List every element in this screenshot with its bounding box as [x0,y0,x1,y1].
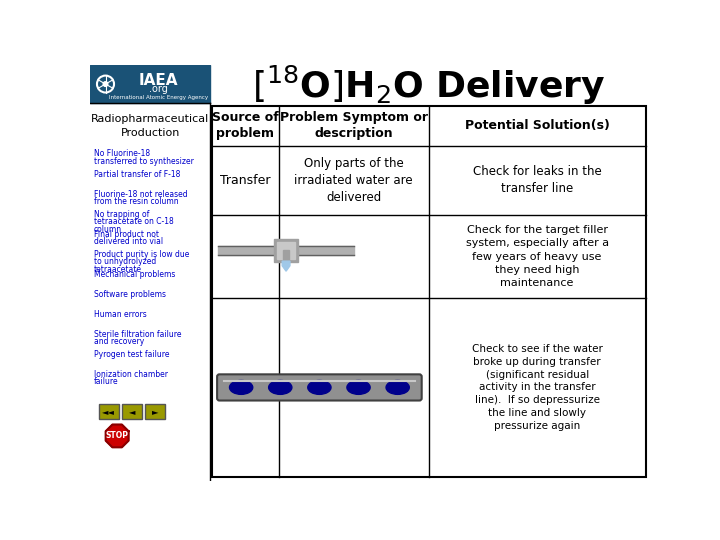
Bar [90,65,210,481]
Text: Fluorine-18 not released: Fluorine-18 not released [94,190,187,199]
Polygon shape [106,424,129,447]
Bar [276,242,295,259]
Text: Mechanical problems: Mechanical problems [94,269,175,279]
Bar [212,106,646,477]
Text: Check to see if the water
broke up during transfer
(significant residual
activit: Check to see if the water broke up durin… [472,344,603,431]
Text: ◄◄: ◄◄ [102,407,115,416]
Text: column: column [94,225,122,234]
FancyBboxPatch shape [217,374,422,401]
Polygon shape [282,261,290,271]
Text: Human errors: Human errors [94,309,147,319]
FancyBboxPatch shape [122,403,142,419]
Text: transferred to synthesizer: transferred to synthesizer [94,157,194,166]
Text: ►: ► [152,407,158,416]
Text: STOP: STOP [106,431,129,441]
Text: Final product not: Final product not [94,230,159,239]
Text: $[^{18}$O$]$H$_2$O Delivery: $[^{18}$O$]$H$_2$O Delivery [252,64,606,107]
Circle shape [103,82,108,86]
Text: tetraacetate on C-18: tetraacetate on C-18 [94,217,174,226]
Text: Sterile filtration failure: Sterile filtration failure [94,330,181,339]
Text: Software problems: Software problems [94,289,166,299]
Text: tetraacetate: tetraacetate [94,265,142,274]
Text: Pyrogen test failure: Pyrogen test failure [94,350,169,359]
Text: Check for leaks in the
transfer line: Check for leaks in the transfer line [473,165,601,195]
Ellipse shape [307,381,331,394]
Text: Ionization chamber: Ionization chamber [94,370,168,379]
Ellipse shape [269,381,292,394]
Text: Only parts of the
irradiated water are
delivered: Only parts of the irradiated water are d… [294,157,413,204]
Text: No trapping of: No trapping of [94,210,149,219]
Text: International Atomic Energy Agency: International Atomic Energy Agency [109,94,208,100]
Bar [218,246,274,255]
Text: IAEA: IAEA [138,73,178,89]
Text: from the resin column: from the resin column [94,197,179,206]
Ellipse shape [230,381,253,394]
FancyBboxPatch shape [99,403,119,419]
Text: Source of
problem: Source of problem [212,111,279,140]
Text: Check for the target filler
system, especially after a
few years of heavy use
th: Check for the target filler system, espe… [466,225,608,288]
Text: .org: .org [149,84,168,94]
Text: delivered into vial: delivered into vial [94,237,163,246]
Text: ◄: ◄ [129,407,135,416]
FancyBboxPatch shape [145,403,165,419]
Bar [283,251,289,262]
Text: Potential Solution(s): Potential Solution(s) [464,119,610,132]
Text: to unhydrolyzed: to unhydrolyzed [94,257,156,266]
Text: failure: failure [94,377,119,387]
Ellipse shape [386,381,409,394]
Text: Transfer: Transfer [220,174,271,187]
Text: Product purity is low due: Product purity is low due [94,249,189,259]
Bar [274,239,299,262]
Ellipse shape [347,381,370,394]
Bar [90,65,210,103]
Text: Partial transfer of F-18: Partial transfer of F-18 [94,170,180,179]
Bar [299,246,354,255]
Text: Radiopharmaceutical
Production: Radiopharmaceutical Production [91,114,210,138]
Text: and recovery: and recovery [94,338,144,346]
Text: Problem Symptom or
description: Problem Symptom or description [280,111,428,140]
Text: No Fluorine-18: No Fluorine-18 [94,150,150,159]
